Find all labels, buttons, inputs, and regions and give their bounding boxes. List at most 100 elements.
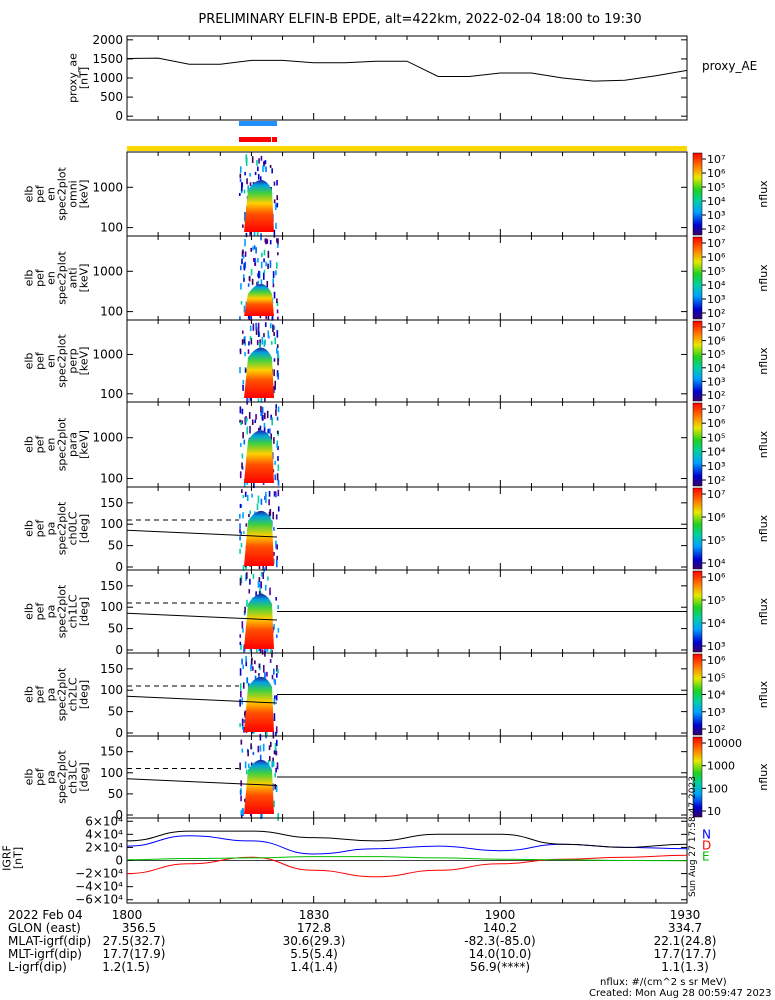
proxy-ae-ytick-label: 2000 (92, 33, 123, 47)
en-perp-cell (241, 330, 244, 334)
units-footnote: nflux: #/(cm^2 s sr MeV) (600, 977, 727, 988)
en-omni-cell (257, 174, 260, 180)
en-omni-colorbar-label: 10⁶ (707, 167, 726, 180)
en-para-panel (126, 401, 688, 488)
pa-ch2-cell (243, 719, 246, 723)
pa-ch1-colorbar-title: nflux (757, 597, 770, 625)
pa-ch3-cell (259, 754, 262, 762)
en-omni-cell (269, 164, 272, 168)
en-anti-colorbar-title: nflux (757, 264, 770, 292)
pa-ch1-flux-core (244, 593, 274, 649)
en-para-cell (239, 471, 242, 479)
en-para-colorbar-title: nflux (757, 430, 770, 458)
en-anti-cell (276, 298, 278, 304)
en-perp-colorbar-label: 10⁵ (707, 348, 725, 361)
proxy-ae-ytick-label: 0 (115, 109, 123, 123)
igrf-legend-E: E (702, 850, 710, 864)
en-perp-cell (243, 339, 246, 344)
en-anti-ylabel-line-1: pef (34, 268, 47, 287)
pa-ch1-colorbar-label: 10⁴ (707, 617, 726, 630)
pa-ch0-colorbar-label: 10⁷ (707, 488, 725, 501)
igrf-ylabel: IGRF[nT] (1, 845, 25, 871)
pa-ch0-ylabel-line-2: pa (45, 522, 58, 536)
en-anti-cell (244, 261, 247, 269)
en-anti-cell (247, 283, 250, 287)
pa-ch0-colorbar-label: 10⁵ (707, 534, 725, 547)
pa-ch2-cell (254, 675, 257, 681)
en-perp-ytick-label: 100 (100, 387, 123, 401)
en-para-cell (251, 419, 254, 425)
en-omni-cell (263, 161, 265, 167)
pa-ch2-cell (275, 731, 277, 737)
en-anti-cell (267, 312, 270, 320)
pa-ch2-cell (266, 671, 268, 677)
en-para-cell (248, 412, 251, 419)
pa-ch0-ylabel-line-3: spec2plot (56, 501, 69, 555)
en-omni-cell (243, 189, 246, 194)
pa-ch3-colorbar-title: nflux (757, 763, 770, 791)
en-omni-cell (276, 195, 279, 201)
pa-ch2-cell (247, 682, 250, 687)
en-perp-cell (258, 342, 261, 350)
pa-ch2-colorbar-title: nflux (757, 680, 770, 708)
en-perp-flux-core (244, 347, 274, 398)
pa-ch0-cell (240, 543, 243, 548)
en-omni-colorbar-title: nflux (757, 180, 770, 208)
pa-ch2-ylabel-line-0: elb (23, 686, 36, 703)
en-perp-cell (244, 351, 246, 357)
en-perp-cell (267, 330, 270, 338)
pa-ch2-cell (262, 664, 265, 673)
pa-ch0-cell (260, 498, 263, 505)
pa-ch3-cell (244, 798, 246, 803)
pa-ch1-cell (243, 610, 246, 616)
en-anti-cell (273, 291, 276, 299)
pa-ch3-cell (260, 813, 262, 820)
glon-1930: 334.7 (668, 921, 702, 935)
en-anti-colorbar-label: 10⁶ (707, 251, 726, 264)
pa-ch1-cell (258, 577, 261, 583)
en-omni-cell (254, 171, 257, 176)
en-anti-cell (267, 263, 269, 270)
en-anti-cell (252, 246, 254, 251)
pa-ch2-cell (240, 690, 242, 698)
glon-1900: 140.2 (483, 921, 517, 935)
en-anti-spectrogram (239, 238, 279, 322)
en-para-cell (245, 418, 247, 424)
en-para-cell (274, 460, 276, 465)
pa-ch3-cell (240, 780, 242, 787)
en-omni-cell (256, 160, 258, 166)
en-anti-ylabel-line-3: spec2plot (56, 251, 69, 305)
pa-ch1-ylabel-line-5: [deg] (78, 597, 91, 626)
en-perp-cell (255, 327, 258, 335)
pa-ch3-cell (250, 743, 252, 750)
en-para-cell (273, 437, 275, 444)
science-zone-bar-red-2 (272, 137, 277, 142)
en-para-cell (241, 408, 244, 415)
en-anti-cell (240, 283, 242, 290)
pa-ch3-cell (275, 785, 278, 793)
en-omni-ylabel-line-1: pef (34, 184, 47, 203)
chart-title: PRELIMINARY ELFIN-B EPDE, alt=422km, 202… (198, 12, 641, 27)
en-para-cell (276, 430, 279, 434)
pa-ch1-cell (275, 634, 278, 638)
en-perp-ylabel-line-4: perp (67, 348, 80, 373)
en-omni-cell (273, 181, 276, 186)
proxy-ae-ylabel: proxy_ae[nT] (67, 53, 91, 103)
en-para-cell (245, 416, 247, 421)
time-tick-1800: 1800 (112, 908, 143, 922)
en-perp-panel (126, 319, 688, 403)
pa-ch2-cell (273, 679, 276, 683)
en-perp-colorbar-label: 10² (707, 389, 725, 402)
pa-ch0-cell (244, 491, 247, 497)
en-omni-cell (262, 165, 264, 173)
en-anti-cell (239, 265, 242, 271)
pa-ch0-cell (245, 523, 248, 527)
pa-ch3-cell (261, 813, 263, 819)
en-omni-colorbar (692, 152, 703, 236)
pa-ch2-cell (242, 664, 245, 669)
igrf-series-total (126, 830, 688, 848)
pa-ch0-cell (242, 565, 245, 571)
pa-ch3-cell (245, 769, 248, 775)
